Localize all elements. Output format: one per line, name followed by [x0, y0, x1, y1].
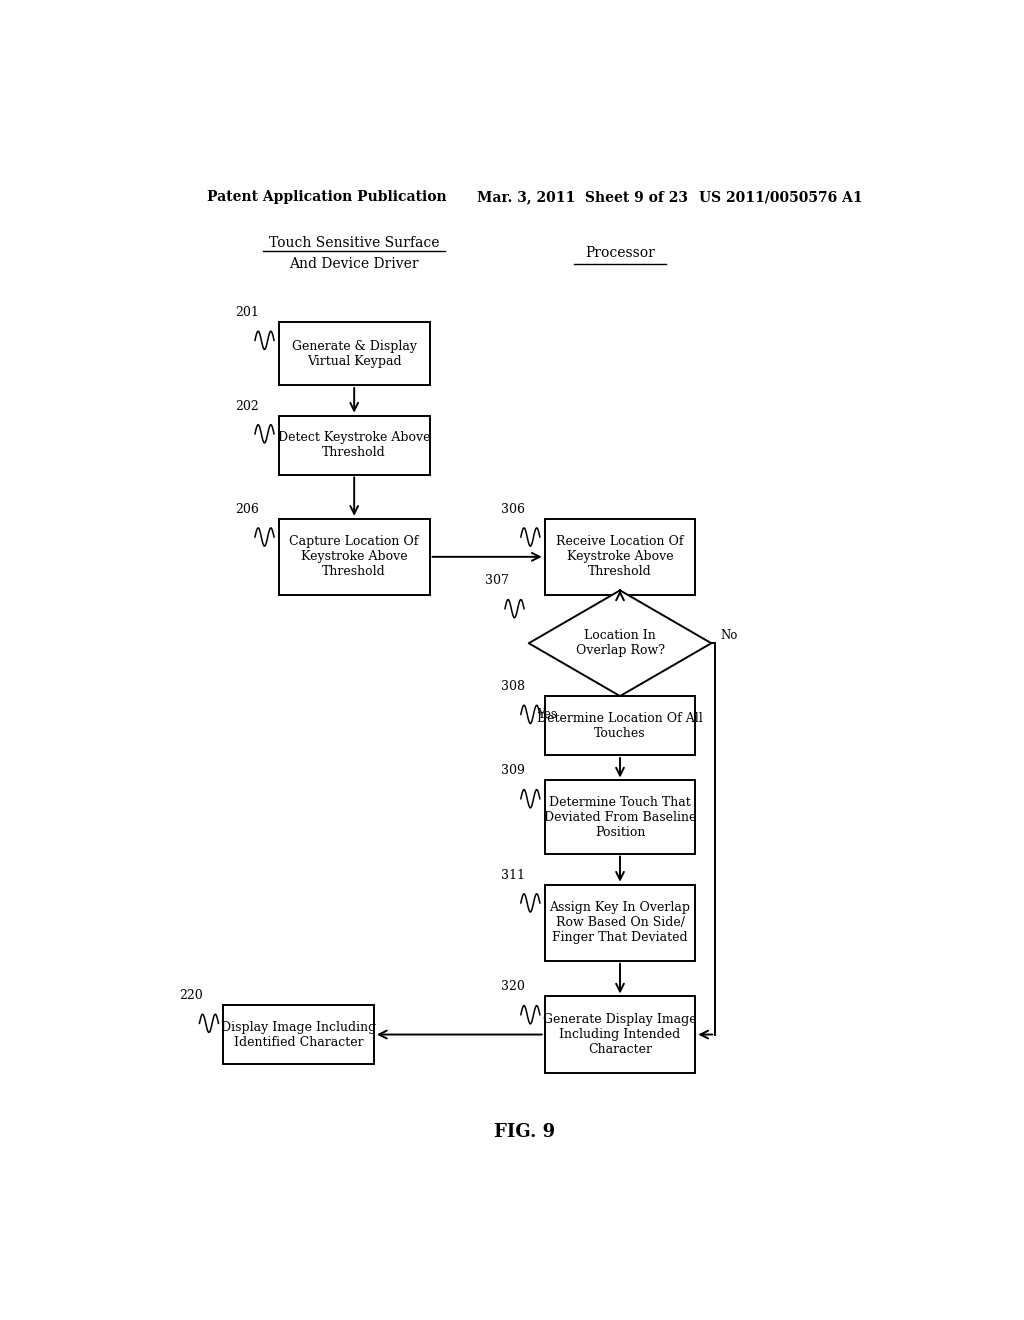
FancyBboxPatch shape: [279, 322, 430, 385]
Text: 201: 201: [236, 306, 259, 319]
Text: 311: 311: [501, 869, 525, 882]
Text: 306: 306: [501, 503, 525, 516]
Text: 206: 206: [236, 503, 259, 516]
Text: Generate & Display
Virtual Keypad: Generate & Display Virtual Keypad: [292, 339, 417, 367]
FancyBboxPatch shape: [279, 416, 430, 474]
Text: And Device Driver: And Device Driver: [290, 257, 419, 271]
Text: 320: 320: [501, 981, 525, 994]
Text: Mar. 3, 2011  Sheet 9 of 23: Mar. 3, 2011 Sheet 9 of 23: [477, 190, 688, 205]
FancyBboxPatch shape: [545, 997, 695, 1073]
Text: FIG. 9: FIG. 9: [495, 1123, 555, 1140]
Text: US 2011/0050576 A1: US 2011/0050576 A1: [699, 190, 863, 205]
Text: 307: 307: [485, 574, 509, 587]
Text: Capture Location Of
Keystroke Above
Threshold: Capture Location Of Keystroke Above Thre…: [290, 536, 419, 578]
Text: 308: 308: [501, 680, 525, 693]
Text: Processor: Processor: [585, 246, 655, 260]
FancyBboxPatch shape: [545, 884, 695, 961]
Text: Detect Keystroke Above
Threshold: Detect Keystroke Above Threshold: [278, 432, 430, 459]
Text: 220: 220: [179, 989, 204, 1002]
Text: Display Image Including
Identified Character: Display Image Including Identified Chara…: [221, 1020, 376, 1048]
Polygon shape: [528, 590, 712, 696]
Text: 202: 202: [236, 400, 259, 412]
Text: Location In
Overlap Row?: Location In Overlap Row?: [575, 630, 665, 657]
Text: Receive Location Of
Keystroke Above
Threshold: Receive Location Of Keystroke Above Thre…: [556, 536, 684, 578]
Text: Determine Touch That
Deviated From Baseline
Position: Determine Touch That Deviated From Basel…: [544, 796, 696, 838]
Text: Determine Location Of All
Touches: Determine Location Of All Touches: [538, 711, 702, 739]
Text: 309: 309: [501, 764, 525, 777]
FancyBboxPatch shape: [545, 519, 695, 595]
Text: Generate Display Image
Including Intended
Character: Generate Display Image Including Intende…: [543, 1012, 697, 1056]
FancyBboxPatch shape: [279, 519, 430, 595]
Text: Assign Key In Overlap
Row Based On Side/
Finger That Deviated: Assign Key In Overlap Row Based On Side/…: [550, 902, 690, 944]
FancyBboxPatch shape: [545, 696, 695, 755]
FancyBboxPatch shape: [223, 1005, 374, 1064]
Text: Patent Application Publication: Patent Application Publication: [207, 190, 447, 205]
FancyBboxPatch shape: [545, 780, 695, 854]
Text: No: No: [721, 628, 738, 642]
Text: Touch Sensitive Surface: Touch Sensitive Surface: [269, 236, 439, 249]
Text: Yes: Yes: [537, 709, 557, 721]
